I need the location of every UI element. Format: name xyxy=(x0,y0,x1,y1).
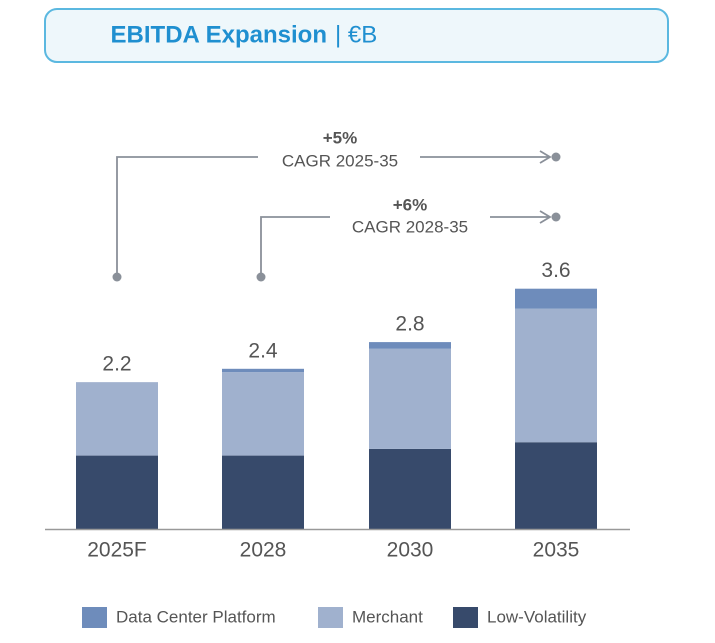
bar-segment xyxy=(515,442,597,529)
cagr-value: +6% xyxy=(393,195,428,214)
cagr-label: CAGR 2025-35 xyxy=(282,151,398,170)
x-tick-label: 2025F xyxy=(87,539,147,562)
dot xyxy=(112,272,122,282)
x-tick-label: 2028 xyxy=(240,539,287,562)
bar-segment xyxy=(76,455,158,529)
cagr-value: +5% xyxy=(323,128,358,147)
bar-segment xyxy=(369,348,451,449)
bar-segment xyxy=(369,342,451,349)
dot xyxy=(256,272,266,282)
bar-segment xyxy=(369,448,451,529)
bar-segment xyxy=(222,372,304,456)
legend-swatch xyxy=(82,607,107,628)
x-tick-label: 2035 xyxy=(533,539,580,562)
bar-segment xyxy=(515,288,597,309)
total-label: 2.4 xyxy=(248,339,278,362)
arrow-1 xyxy=(116,150,552,277)
legend-label: Low-Volatility xyxy=(487,607,587,626)
bar-segment xyxy=(222,368,304,373)
total-label: 2.2 xyxy=(102,353,131,376)
arrow-2 xyxy=(260,210,552,277)
dot xyxy=(551,152,561,162)
chart-title: EBITDA Expansion xyxy=(111,21,327,48)
chart-unit: | €B xyxy=(335,21,377,48)
total-label: 2.8 xyxy=(395,313,424,336)
bar-segment xyxy=(515,308,597,443)
cagr-label: CAGR 2028-35 xyxy=(352,217,468,236)
bar-segment xyxy=(76,382,158,456)
legend-label: Data Center Platform xyxy=(116,607,276,626)
legend-swatch xyxy=(318,607,343,628)
dot xyxy=(551,212,561,222)
legend-label: Merchant xyxy=(352,607,423,626)
legend-swatch xyxy=(453,607,478,628)
cagr-arrows xyxy=(116,150,552,277)
total-label: 3.6 xyxy=(541,259,570,282)
bar-segment xyxy=(222,455,304,529)
arrow-dots xyxy=(112,152,561,282)
x-tick-label: 2030 xyxy=(387,539,434,562)
title-box xyxy=(44,8,669,63)
